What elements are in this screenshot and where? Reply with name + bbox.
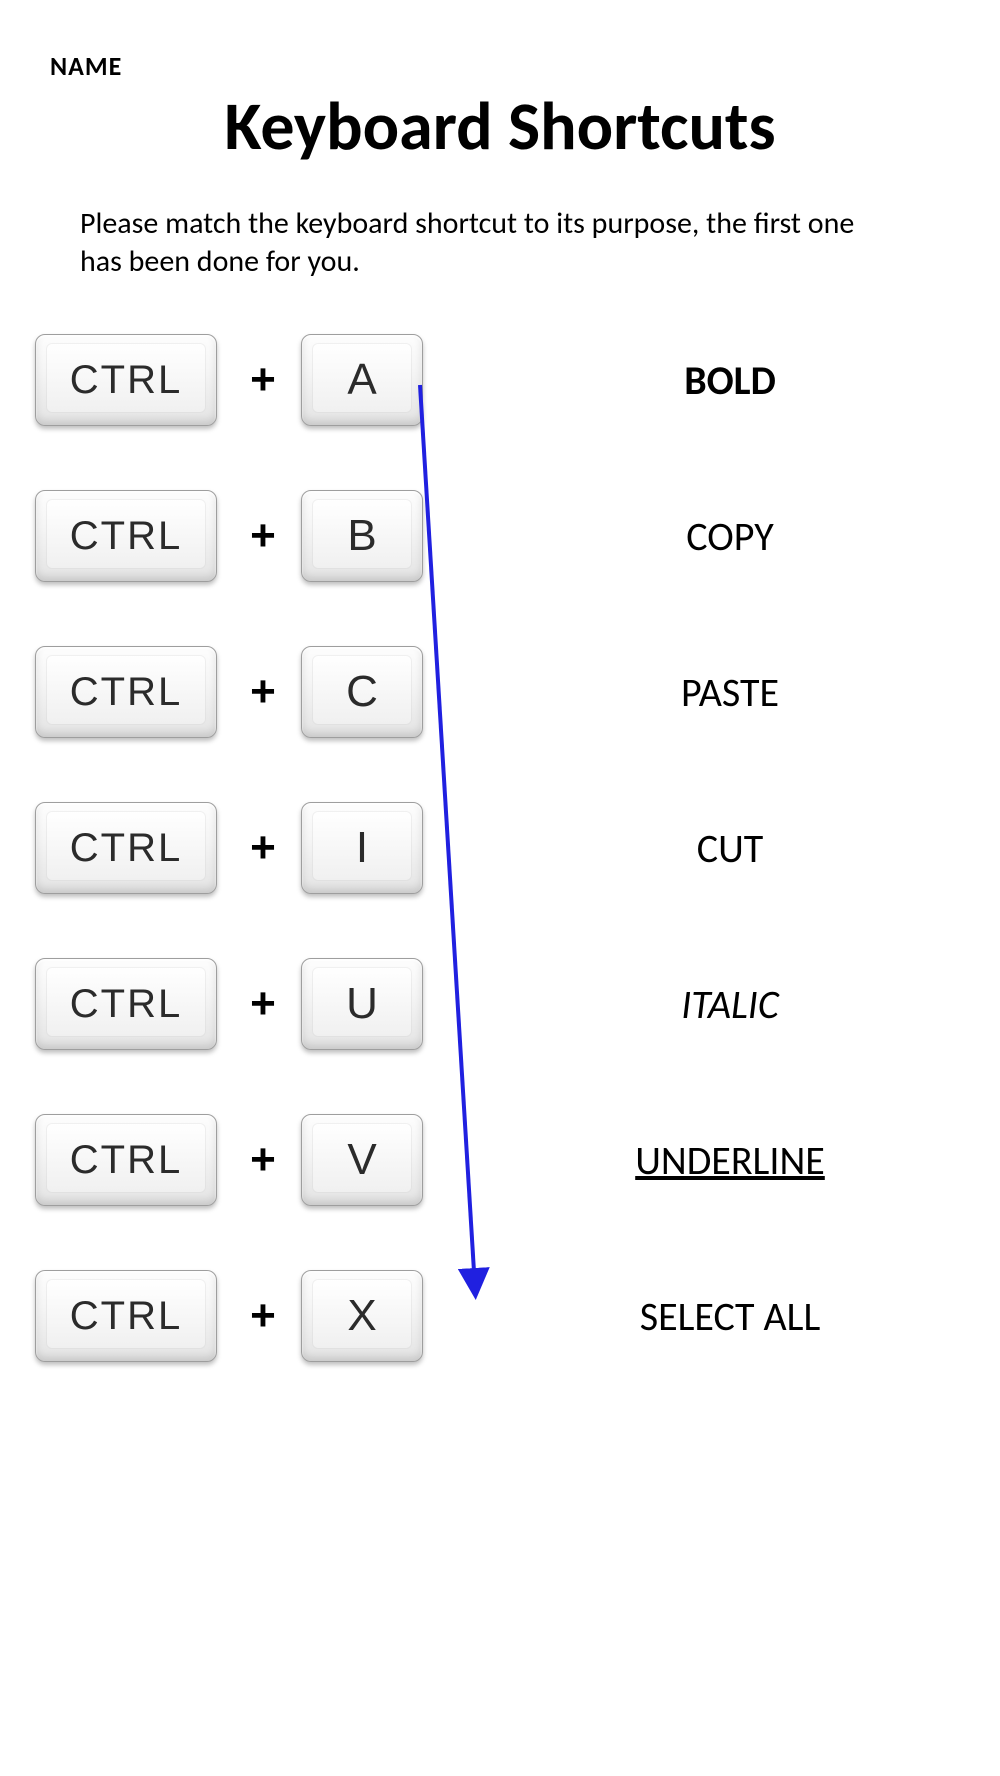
- letter-key-label: A: [347, 355, 376, 405]
- shortcut-row: CTRL + U ITALIC: [35, 954, 955, 1054]
- ctrl-key-label: CTRL: [70, 826, 182, 871]
- shortcut-row: CTRL + X SELECT ALL: [35, 1266, 955, 1366]
- answer-label: SELECT ALL: [515, 1292, 945, 1341]
- ctrl-key-label: CTRL: [70, 1294, 182, 1339]
- ctrl-key-label: CTRL: [70, 514, 182, 559]
- ctrl-key: CTRL: [35, 958, 217, 1050]
- ctrl-key: CTRL: [35, 334, 217, 426]
- plus-symbol: +: [231, 1291, 295, 1341]
- ctrl-key: CTRL: [35, 646, 217, 738]
- ctrl-key-label: CTRL: [70, 358, 182, 403]
- ctrl-key-label: CTRL: [70, 1138, 182, 1183]
- letter-key-label: C: [346, 667, 378, 717]
- shortcut-row: CTRL + B COPY: [35, 486, 955, 586]
- letter-key-label: I: [356, 823, 368, 873]
- letter-key: V: [301, 1114, 423, 1206]
- answer-label: COPY: [515, 512, 945, 561]
- answer-label: BOLD: [515, 356, 945, 405]
- plus-symbol: +: [231, 979, 295, 1029]
- ctrl-key: CTRL: [35, 1114, 217, 1206]
- plus-symbol: +: [231, 667, 295, 717]
- letter-key: U: [301, 958, 423, 1050]
- answer-label: CUT: [515, 824, 945, 873]
- name-field-label: NAME: [50, 50, 122, 82]
- answer-label: ITALIC: [515, 980, 945, 1029]
- plus-symbol: +: [231, 823, 295, 873]
- ctrl-key: CTRL: [35, 490, 217, 582]
- ctrl-key: CTRL: [35, 1270, 217, 1362]
- letter-key: A: [301, 334, 423, 426]
- shortcut-rows: CTRL + A BOLD CTRL + B COPY CTRL + C PAS…: [35, 330, 955, 1422]
- letter-key-label: X: [347, 1291, 376, 1341]
- answer-label: PASTE: [515, 668, 945, 717]
- letter-key-label: U: [346, 979, 378, 1029]
- shortcut-row: CTRL + I CUT: [35, 798, 955, 898]
- letter-key: B: [301, 490, 423, 582]
- ctrl-key-label: CTRL: [70, 982, 182, 1027]
- shortcut-row: CTRL + V UNDERLINE: [35, 1110, 955, 1210]
- shortcut-row: CTRL + C PASTE: [35, 642, 955, 742]
- plus-symbol: +: [231, 1135, 295, 1185]
- letter-key-label: V: [347, 1135, 376, 1185]
- page-title: Keyboard Shortcuts: [0, 85, 1000, 168]
- ctrl-key: CTRL: [35, 802, 217, 894]
- letter-key-label: B: [347, 511, 376, 561]
- answer-label: UNDERLINE: [515, 1136, 945, 1185]
- plus-symbol: +: [231, 355, 295, 405]
- shortcut-row: CTRL + A BOLD: [35, 330, 955, 430]
- letter-key: I: [301, 802, 423, 894]
- ctrl-key-label: CTRL: [70, 670, 182, 715]
- plus-symbol: +: [231, 511, 295, 561]
- letter-key: C: [301, 646, 423, 738]
- instructions-text: Please match the keyboard shortcut to it…: [80, 205, 860, 280]
- letter-key: X: [301, 1270, 423, 1362]
